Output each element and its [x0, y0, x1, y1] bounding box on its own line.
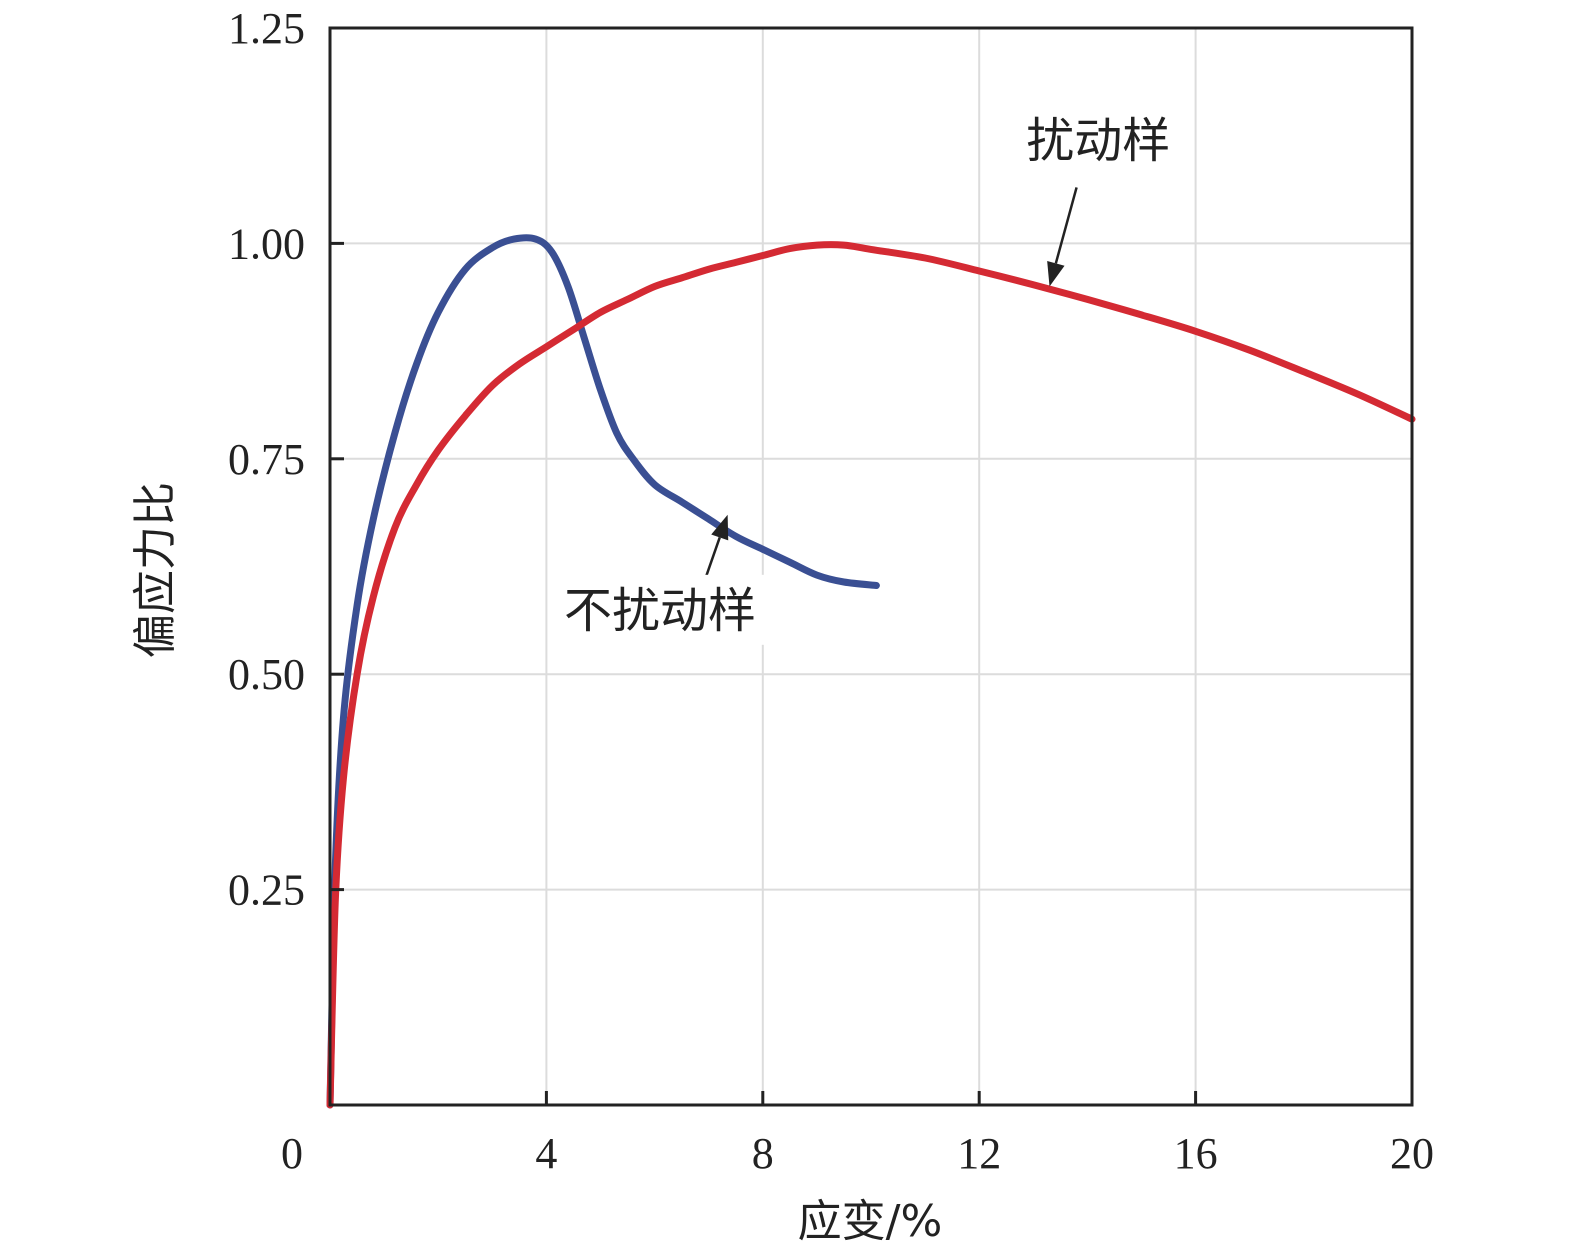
annotation-arrow	[1054, 187, 1078, 264]
x-axis-title: 应变/%	[798, 1196, 943, 1247]
grid	[330, 28, 1412, 1105]
x-tick-label: 16	[1174, 1129, 1218, 1178]
x-tick-label: 4	[535, 1129, 557, 1178]
tick-labels: 0 4 8 12 16 20 0.25 0.50 0.75 1.00 1.25	[228, 4, 1434, 1178]
x-tick-label: 0	[281, 1129, 303, 1178]
annotation-label-bg	[550, 574, 771, 645]
series-line-1	[326, 241, 1416, 1109]
ticks	[330, 241, 1198, 1105]
series-line-0	[326, 234, 880, 1109]
x-tick-label: 20	[1390, 1129, 1434, 1178]
x-tick-label: 8	[752, 1129, 774, 1178]
series-layer	[326, 234, 1416, 1109]
x-tick-label: 12	[957, 1129, 1001, 1178]
annotation-arrowhead	[1047, 260, 1065, 287]
y-tick-label: 0.25	[228, 866, 305, 915]
annotation-arrowhead	[711, 514, 729, 541]
y-tick-label: 0.50	[228, 650, 305, 699]
y-tick-label: 0.75	[228, 435, 305, 484]
y-tick-label: 1.00	[228, 219, 305, 268]
annotation-label: 不扰动样	[564, 583, 756, 639]
plot-frame	[328, 26, 1414, 1107]
annotation-label: 扰动样	[1026, 113, 1170, 169]
y-tick-label: 1.25	[228, 4, 305, 53]
y-axis-title: 偏应力比	[130, 482, 181, 658]
annotation-label-bg	[1013, 105, 1184, 176]
